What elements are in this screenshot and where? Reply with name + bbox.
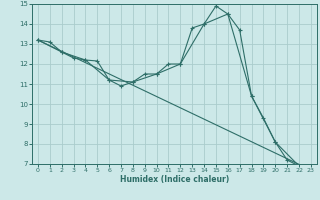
X-axis label: Humidex (Indice chaleur): Humidex (Indice chaleur) — [120, 175, 229, 184]
